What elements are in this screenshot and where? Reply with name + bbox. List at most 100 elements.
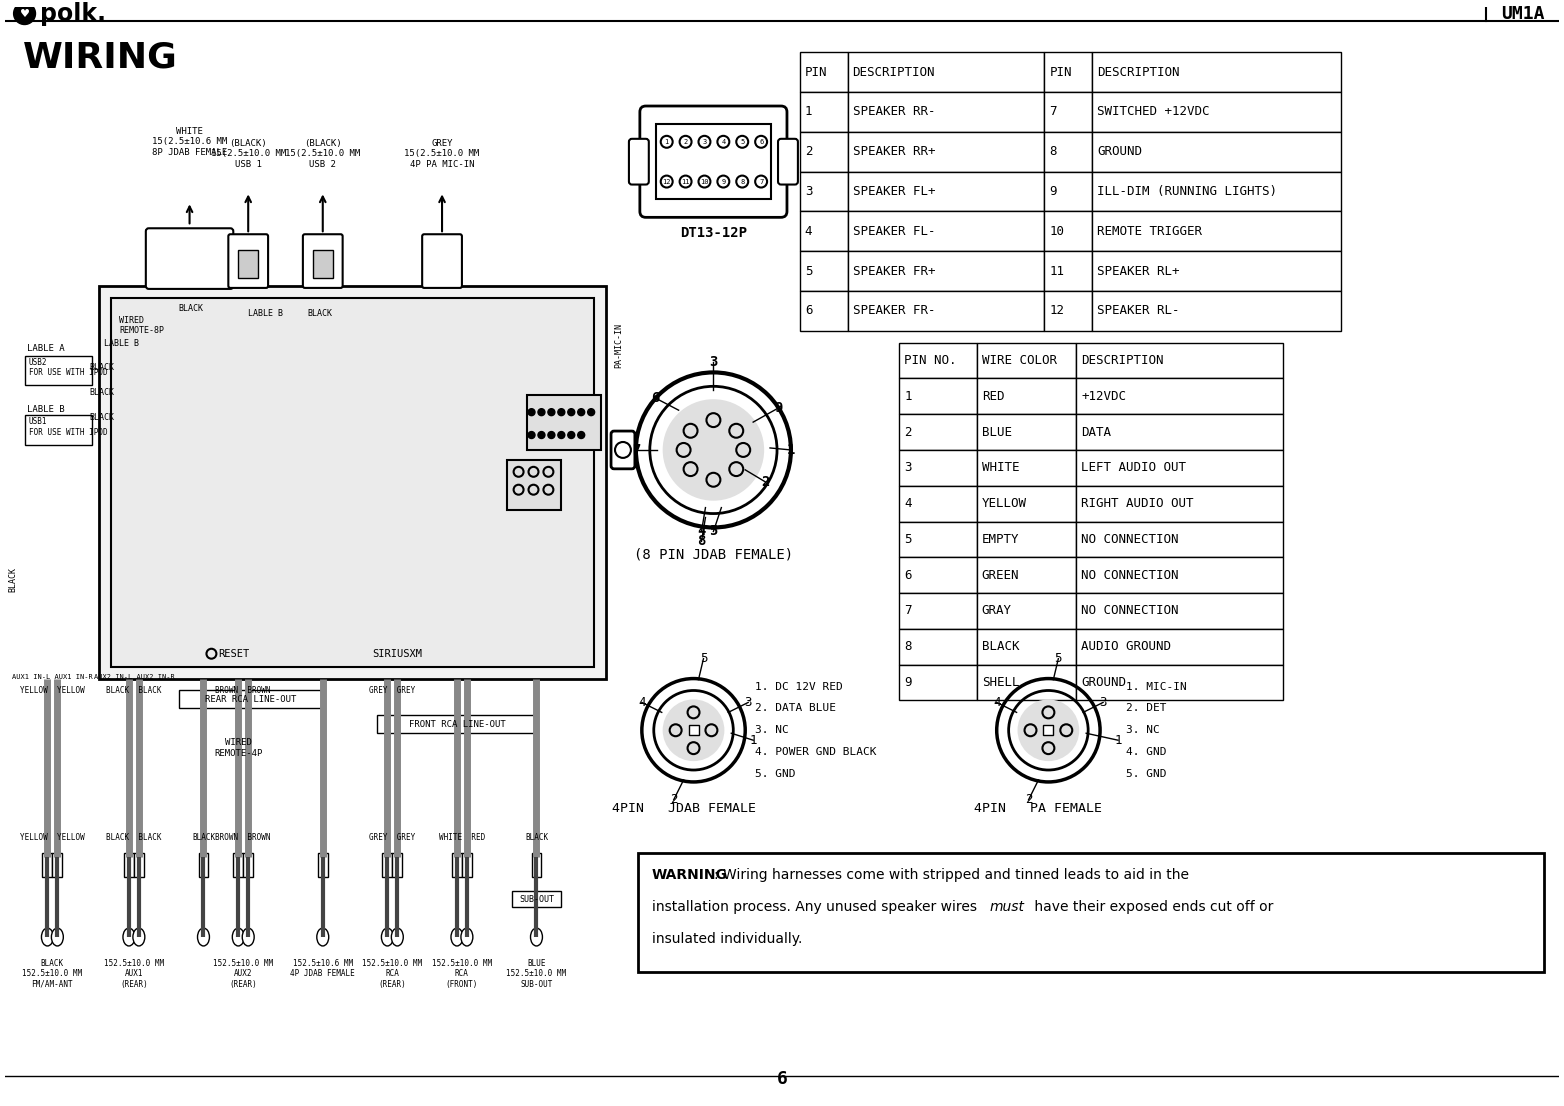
Text: SPEAKER RR+: SPEAKER RR+ (852, 145, 935, 158)
Text: SPEAKER RR-: SPEAKER RR- (852, 105, 935, 118)
Ellipse shape (391, 928, 404, 946)
Bar (848, 251, 1045, 291)
Text: 4: 4 (805, 225, 812, 238)
Bar (511, 891, 561, 907)
Bar (899, 450, 978, 486)
Text: 1: 1 (749, 733, 757, 747)
Text: 3. NC: 3. NC (755, 726, 788, 735)
Text: LABLE A: LABLE A (27, 344, 64, 353)
Text: 5: 5 (708, 524, 718, 539)
Text: 3: 3 (744, 696, 752, 709)
Bar (848, 171, 1045, 211)
Circle shape (558, 409, 565, 416)
Text: 12: 12 (663, 178, 671, 185)
Ellipse shape (450, 928, 463, 946)
Bar (135, 853, 144, 877)
Text: 1. DC 12V RED: 1. DC 12V RED (755, 681, 843, 691)
Text: ♥: ♥ (20, 9, 30, 19)
Text: 4: 4 (904, 497, 912, 510)
Text: YELLOW: YELLOW (982, 497, 1028, 510)
Text: 9: 9 (1049, 185, 1057, 198)
Text: RIGHT AUDIO OUT: RIGHT AUDIO OUT (1081, 497, 1193, 510)
Bar (1076, 629, 1282, 665)
FancyBboxPatch shape (629, 139, 649, 185)
Bar (1076, 593, 1282, 629)
Bar (1092, 211, 1340, 251)
Bar (199, 853, 208, 877)
Ellipse shape (233, 928, 244, 946)
Text: 2: 2 (762, 474, 769, 489)
Bar (317, 853, 328, 877)
Text: 3: 3 (1099, 696, 1107, 709)
Circle shape (538, 431, 544, 438)
Text: BLACK: BLACK (8, 566, 17, 592)
Text: 1: 1 (904, 389, 912, 403)
Circle shape (663, 400, 763, 500)
Text: PA-MIC-IN: PA-MIC-IN (615, 323, 622, 368)
Bar (899, 414, 978, 450)
Bar (899, 522, 978, 557)
Bar (1076, 450, 1282, 486)
Bar (978, 593, 1076, 629)
Text: AUX1 IN-L AUX1 IN-R: AUX1 IN-L AUX1 IN-R (13, 674, 92, 679)
Bar (848, 92, 1045, 132)
Bar (1092, 52, 1340, 92)
Bar (1045, 211, 1092, 251)
Text: must: must (990, 900, 1024, 915)
Text: BROWN  BROWN: BROWN BROWN (216, 833, 271, 842)
Bar (899, 593, 978, 629)
Text: SWITCHED +12VDC: SWITCHED +12VDC (1096, 105, 1209, 118)
Bar (688, 726, 699, 735)
Text: WHITE
15(2.5±10.6 MM
8P JDAB FEMALE: WHITE 15(2.5±10.6 MM 8P JDAB FEMALE (152, 127, 227, 157)
Circle shape (14, 2, 36, 24)
Text: BLACK: BLACK (192, 833, 214, 842)
Text: 4PIN   PA FEMALE: 4PIN PA FEMALE (974, 802, 1103, 815)
Text: 3: 3 (805, 185, 812, 198)
Text: DESCRIPTION: DESCRIPTION (852, 65, 935, 79)
Bar (638, 853, 1544, 972)
Ellipse shape (124, 928, 135, 946)
FancyBboxPatch shape (612, 431, 635, 469)
Text: LABLE B: LABLE B (249, 309, 283, 317)
Bar (978, 665, 1076, 700)
Text: 7: 7 (904, 605, 912, 617)
FancyBboxPatch shape (228, 234, 267, 288)
Bar (978, 414, 1076, 450)
Text: LABLE B: LABLE B (27, 405, 64, 414)
Text: 1: 1 (665, 138, 669, 145)
Text: 8: 8 (698, 534, 705, 549)
Bar (1045, 52, 1092, 92)
Text: USB2
FOR USE WITH IPOD: USB2 FOR USE WITH IPOD (28, 357, 108, 377)
Bar (507, 460, 561, 510)
Text: polk.: polk. (41, 1, 106, 25)
Bar (1092, 291, 1340, 331)
Ellipse shape (133, 928, 145, 946)
Text: PIN NO.: PIN NO. (904, 354, 957, 367)
Bar (1076, 522, 1282, 557)
Bar (899, 665, 978, 700)
Bar (1092, 251, 1340, 291)
Text: installation process. Any unused speaker wires: installation process. Any unused speaker… (652, 900, 981, 915)
Text: 2. DET: 2. DET (1126, 703, 1167, 713)
Text: BLACK  BLACK: BLACK BLACK (106, 833, 161, 842)
Text: 11: 11 (682, 178, 690, 185)
Bar (978, 343, 1076, 378)
Ellipse shape (317, 928, 328, 946)
Circle shape (529, 409, 535, 416)
Bar (1045, 251, 1092, 291)
Text: 4: 4 (638, 696, 646, 709)
Text: BLACK: BLACK (308, 309, 333, 317)
Bar (244, 853, 253, 877)
Text: DATA: DATA (1081, 426, 1110, 439)
Text: 2: 2 (669, 793, 677, 806)
FancyBboxPatch shape (777, 139, 798, 185)
Text: 6: 6 (904, 568, 912, 582)
Circle shape (538, 409, 544, 416)
Ellipse shape (242, 928, 255, 946)
Text: 2: 2 (904, 426, 912, 439)
Text: NO CONNECTION: NO CONNECTION (1081, 533, 1179, 546)
Text: LEFT AUDIO OUT: LEFT AUDIO OUT (1081, 461, 1186, 474)
Text: AUDIO GROUND: AUDIO GROUND (1081, 640, 1171, 654)
Text: BLACK
152.5±10.0 MM
FM/AM-ANT: BLACK 152.5±10.0 MM FM/AM-ANT (22, 959, 83, 989)
Bar (1076, 486, 1282, 522)
